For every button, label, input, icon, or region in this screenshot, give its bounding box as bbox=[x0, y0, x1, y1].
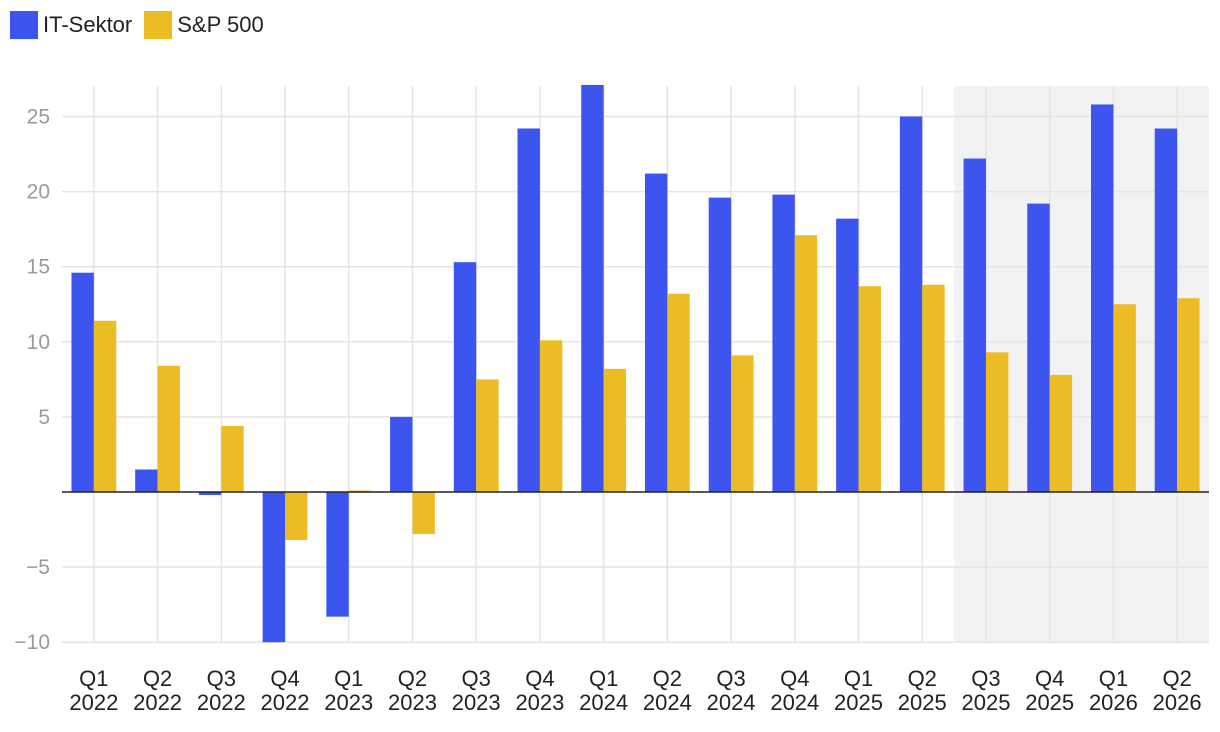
x-tick-label-quarter: Q4 bbox=[270, 666, 299, 691]
x-tick-label-quarter: Q1 bbox=[334, 666, 363, 691]
bar-sp500 bbox=[93, 320, 117, 492]
bar-sp500 bbox=[985, 352, 1009, 492]
bar-it-sektor bbox=[453, 262, 477, 492]
legend-swatch-sp500 bbox=[144, 11, 173, 39]
bar-it-sektor bbox=[708, 197, 732, 492]
x-tick-label-year: 2023 bbox=[515, 690, 564, 715]
bar-sp500 bbox=[1113, 304, 1136, 492]
bar-sp500 bbox=[667, 293, 690, 492]
x-tick-label-quarter: Q2 bbox=[1162, 666, 1191, 691]
bar-it-sektor bbox=[963, 158, 986, 492]
x-tick-label-quarter: Q3 bbox=[971, 666, 1000, 691]
x-tick-label-quarter: Q3 bbox=[716, 666, 745, 691]
y-tick-label: 5 bbox=[38, 406, 50, 429]
bar-sp500 bbox=[285, 492, 308, 541]
bar-it-sektor bbox=[517, 128, 540, 493]
bar-it-sektor bbox=[1091, 104, 1114, 492]
bar-sp500 bbox=[539, 340, 563, 492]
bar-sp500 bbox=[221, 425, 244, 492]
x-tick-label-year: 2022 bbox=[69, 690, 118, 715]
x-tick-label-quarter: Q1 bbox=[844, 666, 873, 691]
y-tick-label: 20 bbox=[27, 181, 50, 204]
y-tick-label: −10 bbox=[14, 631, 50, 654]
bar-it-sektor bbox=[135, 469, 158, 492]
bar-sp500 bbox=[476, 379, 499, 492]
bar-sp500 bbox=[412, 492, 435, 535]
y-tick-label: 25 bbox=[27, 106, 50, 129]
bar-it-sektor bbox=[71, 272, 94, 492]
x-tick-label-quarter: Q1 bbox=[79, 666, 108, 691]
x-tick-label-quarter: Q4 bbox=[525, 666, 554, 691]
bar-it-sektor bbox=[326, 492, 349, 617]
bar-sp500 bbox=[858, 286, 881, 492]
bar-it-sektor bbox=[390, 416, 413, 492]
x-tick-label-quarter: Q3 bbox=[207, 666, 236, 691]
bar-it-sektor bbox=[836, 218, 859, 493]
bar-sp500 bbox=[922, 284, 945, 492]
x-tick-label-quarter: Q1 bbox=[1099, 666, 1128, 691]
x-tick-label-year: 2026 bbox=[1153, 690, 1202, 715]
x-tick-label-year: 2023 bbox=[452, 690, 501, 715]
y-tick-label: −5 bbox=[26, 556, 50, 579]
x-tick-label-year: 2025 bbox=[961, 690, 1010, 715]
x-tick-label-year: 2023 bbox=[324, 690, 373, 715]
x-tick-label-quarter: Q2 bbox=[908, 666, 937, 691]
x-tick-label-year: 2026 bbox=[1089, 690, 1138, 715]
x-tick-label-quarter: Q4 bbox=[1035, 666, 1064, 691]
x-tick-label-year: 2022 bbox=[197, 690, 246, 715]
bar-it-sektor bbox=[198, 492, 222, 496]
bar-it-sektor bbox=[899, 116, 923, 492]
bar-it-sektor bbox=[262, 492, 286, 643]
bar-it-sektor bbox=[1154, 128, 1178, 493]
bar-sp500 bbox=[603, 368, 627, 492]
legend-item-sp500[interactable]: S&P 500 bbox=[144, 11, 264, 39]
bar-sp500 bbox=[348, 490, 372, 492]
chart-legend: IT-Sektor S&P 500 bbox=[10, 8, 276, 42]
y-tick-label: 10 bbox=[27, 331, 50, 354]
bar-sp500 bbox=[731, 355, 754, 492]
x-tick-label-year: 2024 bbox=[579, 690, 628, 715]
x-tick-label-quarter: Q3 bbox=[462, 666, 491, 691]
x-tick-label-year: 2024 bbox=[707, 690, 756, 715]
bar-it-sektor bbox=[644, 173, 668, 493]
x-tick-label-quarter: Q2 bbox=[398, 666, 427, 691]
x-tick-label-quarter: Q4 bbox=[780, 666, 809, 691]
x-tick-label-quarter: Q1 bbox=[589, 666, 618, 691]
legend-label-it-sektor: IT-Sektor bbox=[43, 12, 133, 37]
y-tick-label: 15 bbox=[27, 256, 50, 279]
legend-item-it-sektor[interactable]: IT-Sektor bbox=[10, 11, 132, 39]
x-tick-label-year: 2024 bbox=[643, 690, 692, 715]
bar-sp500 bbox=[157, 365, 180, 492]
bar-it-sektor bbox=[1027, 203, 1050, 492]
x-tick-label-year: 2025 bbox=[834, 690, 883, 715]
x-tick-label-quarter: Q2 bbox=[143, 666, 172, 691]
bar-sp500 bbox=[1177, 298, 1200, 492]
legend-label-sp500: S&P 500 bbox=[177, 12, 264, 37]
x-tick-label-year: 2025 bbox=[898, 690, 947, 715]
bar-it-sektor bbox=[581, 84, 604, 492]
bar-sp500 bbox=[1049, 374, 1073, 492]
x-tick-label-year: 2024 bbox=[770, 690, 819, 715]
bar-sp500 bbox=[794, 235, 818, 492]
x-tick-label-year: 2023 bbox=[388, 690, 437, 715]
x-tick-label-year: 2025 bbox=[1025, 690, 1074, 715]
x-tick-label-year: 2022 bbox=[261, 690, 310, 715]
bar-it-sektor bbox=[772, 194, 795, 492]
x-tick-label-quarter: Q2 bbox=[653, 666, 682, 691]
x-tick-label-year: 2022 bbox=[133, 690, 182, 715]
legend-swatch-it-sektor bbox=[10, 11, 38, 39]
